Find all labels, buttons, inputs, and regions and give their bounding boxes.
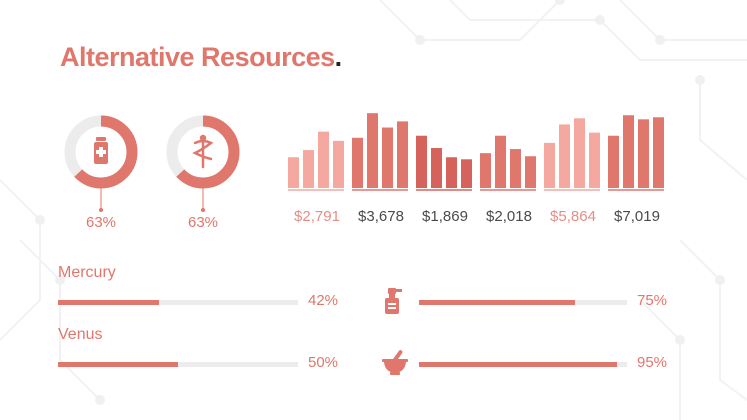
bar	[333, 140, 344, 188]
bar-group-label: $3,678	[358, 208, 404, 225]
bar	[623, 115, 634, 188]
bar	[589, 132, 600, 188]
title-text: Alternative Resources	[60, 42, 335, 72]
progress-fill	[58, 362, 178, 367]
bar	[638, 119, 649, 188]
donut-arc	[64, 115, 138, 189]
donut-chart-asclepius	[165, 113, 245, 243]
donut-chart-medicine	[63, 113, 143, 243]
donut-percent: 63%	[187, 214, 219, 231]
progress-percent-venus: 50%	[308, 354, 339, 371]
bar	[431, 148, 442, 188]
bar	[653, 117, 664, 188]
donut-connector-dot	[201, 208, 205, 212]
medicine-bottle-icon	[94, 137, 108, 164]
progress-fill	[419, 300, 575, 305]
mortar-pestle-icon	[382, 350, 408, 375]
progress-track-mercury	[58, 300, 298, 305]
progress-label-mercury: Mercury	[58, 264, 116, 281]
progress-fill	[58, 300, 159, 305]
bar-group-label: $7,019	[614, 208, 660, 225]
bar	[318, 131, 329, 188]
bar	[382, 127, 393, 188]
bar	[352, 137, 363, 188]
progress-percent-mortar: 95%	[637, 354, 668, 371]
progress-track-spray	[419, 300, 627, 305]
title-period: .	[334, 42, 343, 72]
progress-track-venus	[58, 362, 298, 367]
bar	[446, 157, 457, 188]
bar	[510, 149, 521, 188]
bar	[495, 135, 506, 188]
bar	[608, 135, 619, 188]
bar-chart	[288, 113, 664, 191]
bar	[303, 150, 314, 188]
bar	[544, 142, 555, 188]
bar-group-label: $2,791	[294, 208, 340, 225]
bar	[574, 118, 585, 188]
bar	[559, 124, 570, 188]
rod-of-asclepius-icon	[192, 134, 214, 169]
progress-track-mortar	[419, 362, 627, 367]
bar	[480, 153, 491, 188]
bar-group-label: $5,864	[550, 208, 596, 225]
bar	[525, 156, 536, 188]
bar	[367, 113, 378, 188]
bar	[416, 135, 427, 188]
bar	[397, 121, 408, 188]
bar	[461, 159, 472, 188]
bar	[288, 157, 299, 188]
bar-group-label: $1,869	[422, 208, 468, 225]
donut-connector-dot	[99, 208, 103, 212]
progress-percent-mercury: 42%	[308, 292, 339, 309]
page-title: Alternative Resources.	[60, 42, 342, 73]
donut-percent: 63%	[85, 214, 117, 231]
spray-bottle-icon	[385, 288, 402, 314]
progress-percent-spray: 75%	[637, 292, 668, 309]
progress-fill	[419, 362, 617, 367]
progress-label-venus: Venus	[58, 326, 103, 343]
bar-group-label: $2,018	[486, 208, 532, 225]
donut-arc	[166, 115, 240, 189]
